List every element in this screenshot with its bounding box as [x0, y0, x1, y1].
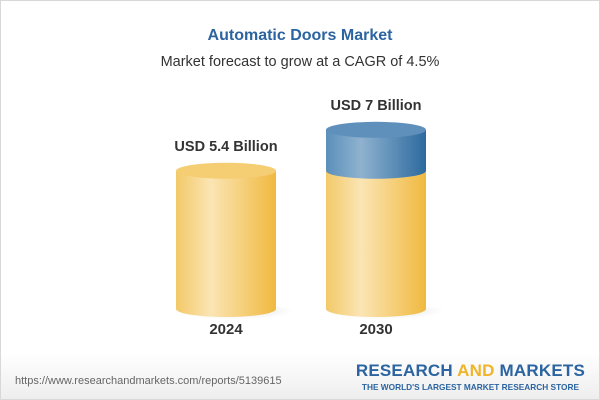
cylinder-chart: USD 5.4 Billion 2024 USD 7 Billion 2030	[174, 98, 444, 338]
chart-title: Automatic Doors Market	[207, 27, 393, 44]
cylinder-top	[176, 162, 276, 179]
cylinder-body-2030	[326, 170, 426, 317]
category-label: 2024	[209, 321, 243, 338]
category-label: 2030	[359, 321, 392, 338]
cylinder-body-2024	[176, 170, 276, 317]
value-label: USD 7 Billion	[330, 98, 421, 114]
logo-text-and: AND	[457, 361, 495, 380]
value-label: USD 5.4 Billion	[174, 139, 277, 155]
footer: https://www.researchandmarkets.com/repor…	[1, 353, 599, 399]
cylinder-top	[326, 121, 426, 138]
logo-text: MARKETS	[494, 361, 585, 380]
research-and-markets-logo: RESEARCH AND MARKETS THE WORLD'S LARGEST…	[356, 361, 585, 392]
cylinder-growth-segment	[326, 129, 426, 179]
chart-subtitle: Market forecast to grow at a CAGR of 4.5…	[160, 54, 440, 70]
logo-text: RESEARCH	[355, 361, 458, 380]
source-url[interactable]: https://www.researchandmarkets.com/repor…	[15, 375, 282, 387]
logo-tagline: THE WORLD'S LARGEST MARKET RESEARCH STOR…	[361, 382, 579, 392]
